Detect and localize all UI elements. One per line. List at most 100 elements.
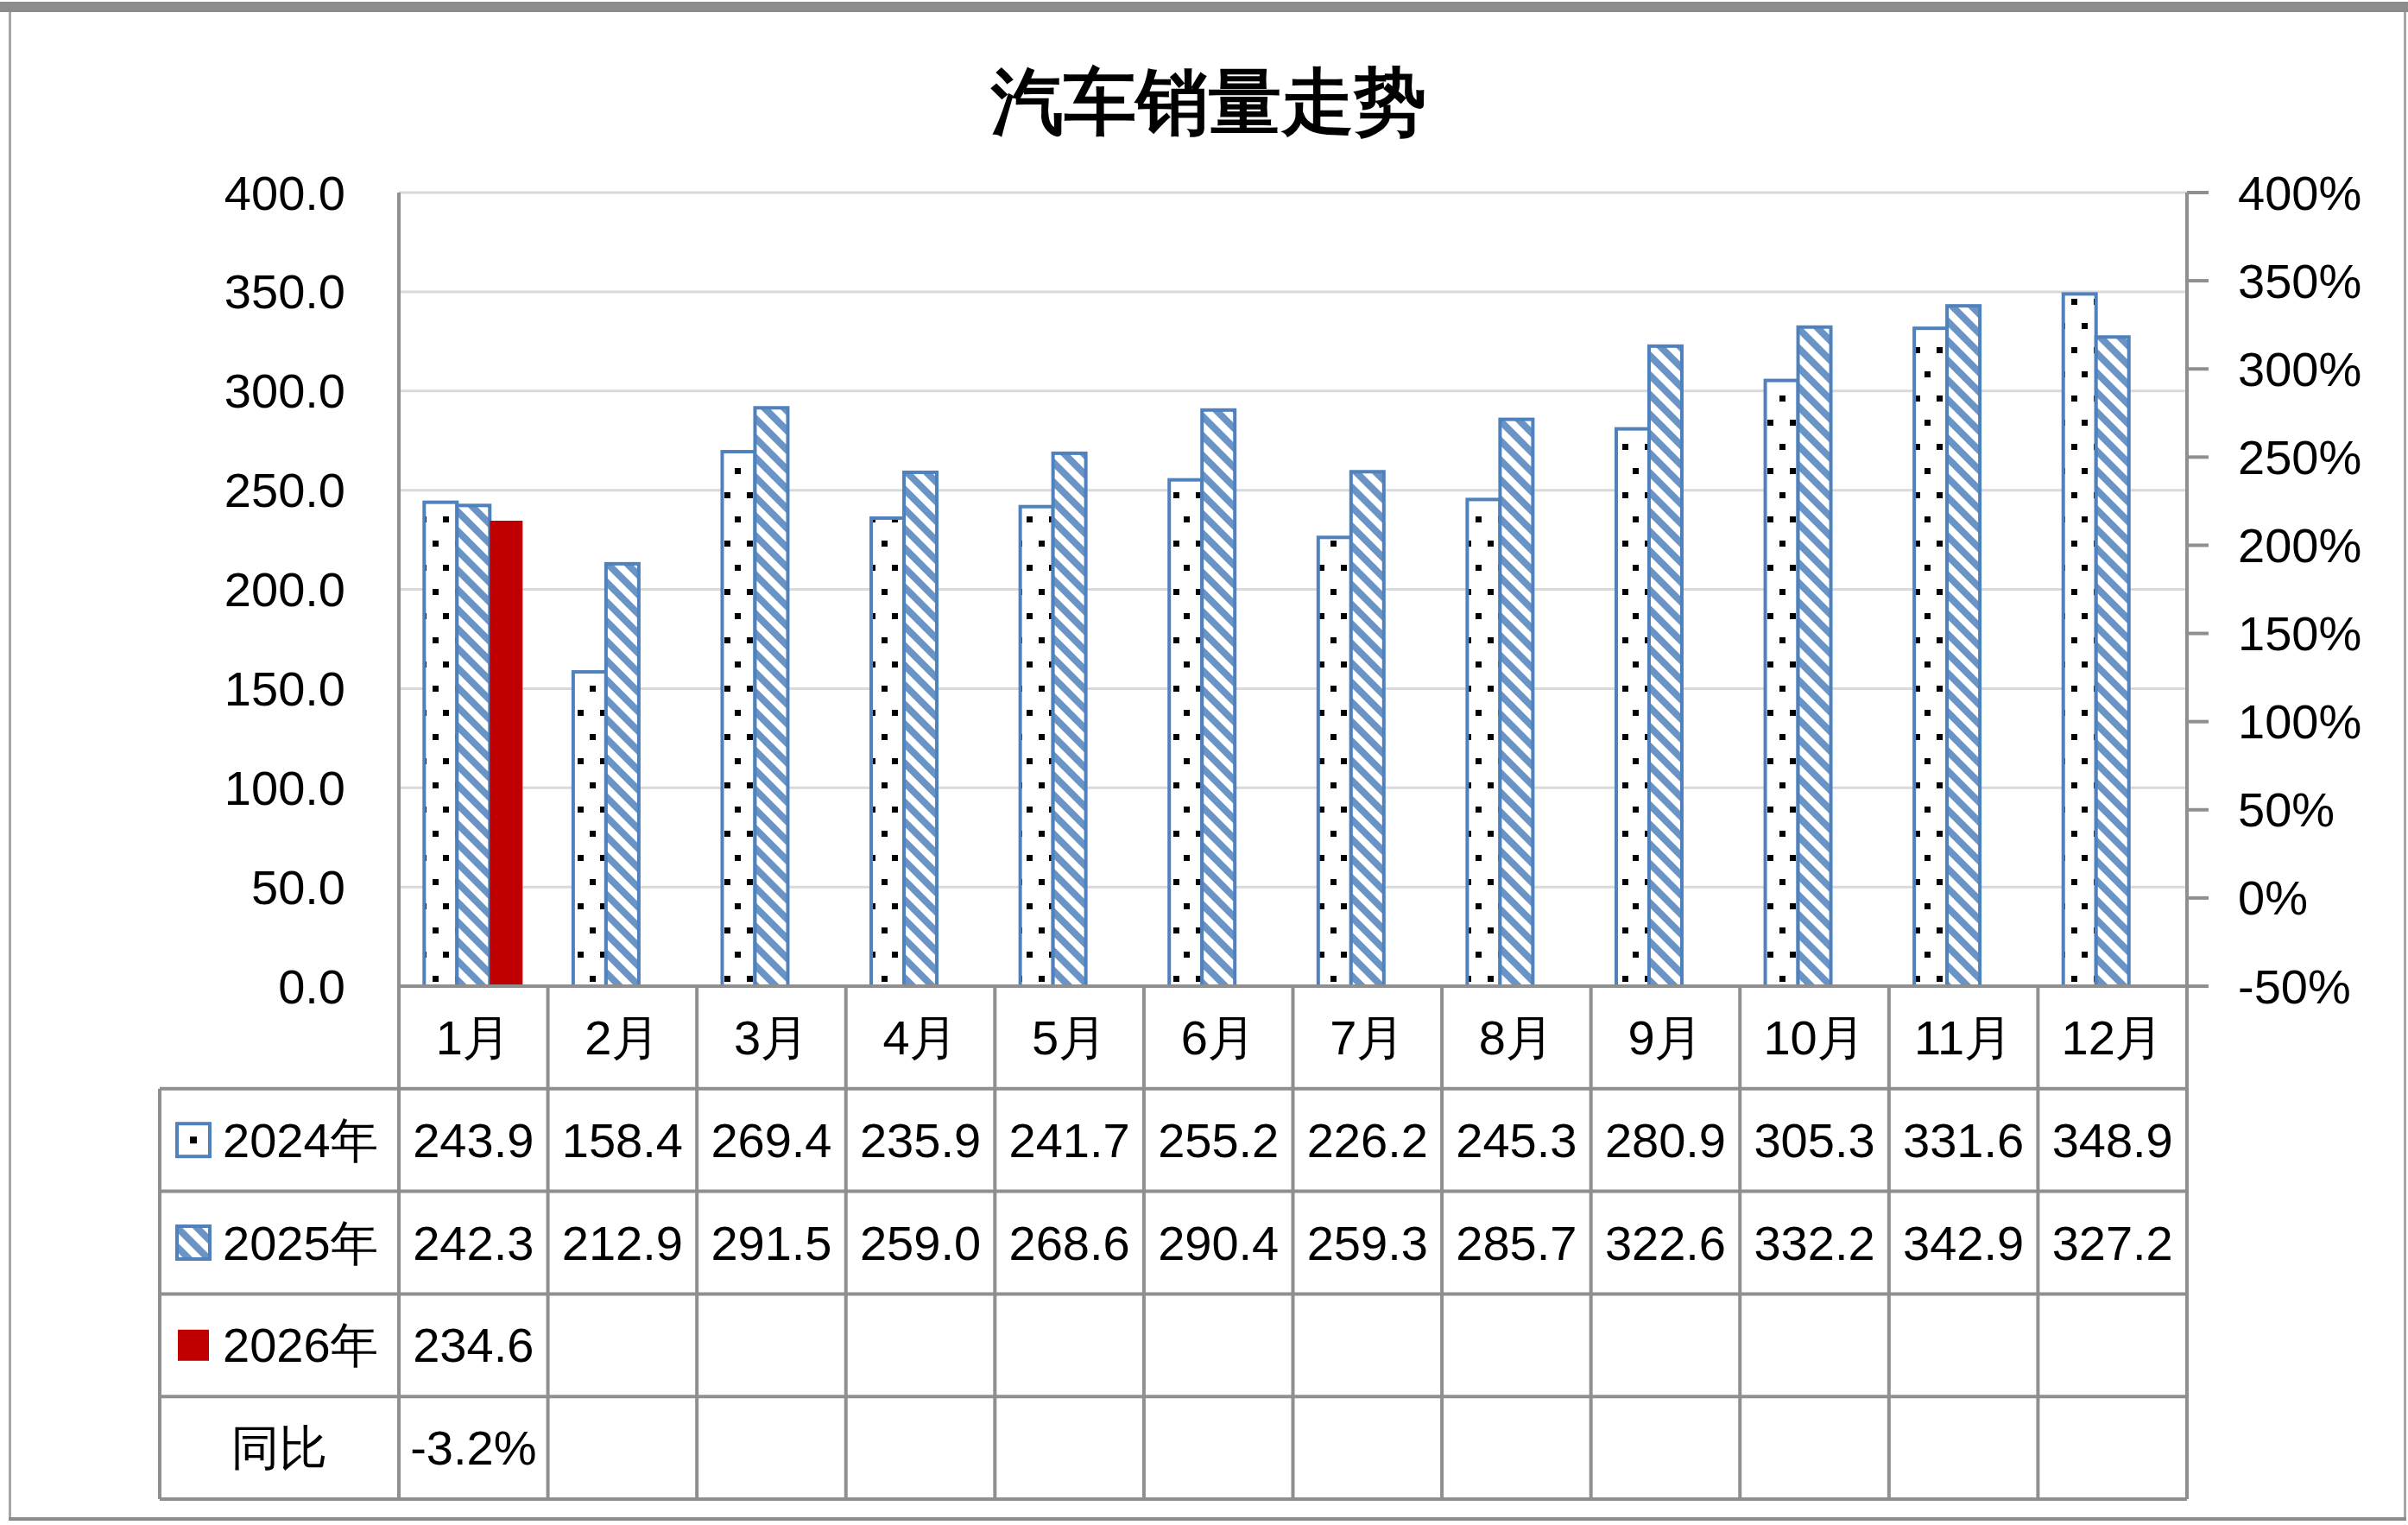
chart-window: 汽车销量走势 400.0 350.0 300.0 250.0 200.0 150.0 100… <box>0 0 2408 1525</box>
bar-2025年-9月 <box>1649 346 1682 986</box>
bar-2025年-7月 <box>1351 471 1384 986</box>
table-cell-value: 342.9 <box>1903 1216 2024 1270</box>
bar-2024年-11月 <box>1914 328 1947 986</box>
table-cell-value: 269.4 <box>711 1113 831 1167</box>
data-table: 1月 2月 3月 4月 5月 6月 7月 8月 9月 10月 11月 12月 2024年 243.9 158… <box>160 986 2187 1499</box>
month-label: 10月 <box>1763 1010 1865 1065</box>
legend-key-2026年 <box>178 1330 209 1361</box>
frame-border-bottom <box>9 1517 2406 1521</box>
legend-key-dot <box>190 1136 197 1143</box>
bar-2026年-1月 <box>490 521 522 986</box>
table-cell-value: 348.9 <box>2052 1113 2173 1167</box>
table-cell-value: 290.4 <box>1158 1216 1279 1270</box>
table-cell-value: 158.4 <box>562 1113 683 1167</box>
right-axis-tick-label: 400% <box>2238 166 2361 220</box>
month-label: 9月 <box>1627 1010 1703 1065</box>
table-cell-value: 331.6 <box>1903 1113 2024 1167</box>
bar-2025年-1月 <box>457 505 490 986</box>
bar-2024年-8月 <box>1467 499 1500 986</box>
bar-2025年-3月 <box>755 408 787 986</box>
bar-2024年-5月 <box>1021 507 1053 986</box>
extra-row-label: 同比 <box>231 1421 328 1475</box>
right-axis-tick-label: 200% <box>2238 518 2361 573</box>
right-axis-tick-label: 50% <box>2238 782 2335 837</box>
bar-2024年-3月 <box>722 452 755 986</box>
right-axis-tick-label: 300% <box>2238 342 2361 396</box>
left-axis-tick-label: 100.0 <box>224 761 345 815</box>
bar-2024年-6月 <box>1169 480 1202 986</box>
right-axis-labels: 400% 350% 300% 250% 200% 150% 100% 50% 0% -50% <box>2238 166 2361 1014</box>
bar-2024年-10月 <box>1766 381 1798 986</box>
month-label: 11月 <box>1914 1010 2013 1065</box>
bar-2025年-5月 <box>1053 453 1086 986</box>
table-cell-value: 243.9 <box>413 1113 534 1167</box>
table-cell-value: 245.3 <box>1456 1113 1577 1167</box>
series-row-label: 2024年 <box>223 1113 379 1167</box>
left-axis-tick-label: 150.0 <box>224 661 345 716</box>
table-cell-value: 255.2 <box>1158 1113 1279 1167</box>
bar-2024年-7月 <box>1318 537 1351 986</box>
right-axis-tick-label: 150% <box>2238 606 2361 661</box>
bar-2025年-8月 <box>1500 420 1533 986</box>
month-label: 8月 <box>1479 1010 1554 1065</box>
right-axis-tick-label: 350% <box>2238 254 2361 308</box>
table-cell-value: 235.9 <box>860 1113 981 1167</box>
month-label: 5月 <box>1032 1010 1107 1065</box>
chart-title: 汽车销量走势 <box>990 61 1426 142</box>
month-label: 1月 <box>436 1010 511 1065</box>
bar-2025年-4月 <box>904 472 937 986</box>
month-label: 12月 <box>2062 1010 2164 1065</box>
table-cell-value: -3.2% <box>410 1421 536 1475</box>
right-axis-tick-label: -50% <box>2238 959 2351 1014</box>
sales-trend-chart-figure: 汽车销量走势 400.0 350.0 300.0 250.0 200.0 150.0 100… <box>0 0 2408 1525</box>
bar-2025年-12月 <box>2096 337 2129 986</box>
table-cell-value: 212.9 <box>562 1216 683 1270</box>
month-label: 7月 <box>1330 1010 1405 1065</box>
table-cell-value: 332.2 <box>1754 1216 1874 1270</box>
table-cell-value: 285.7 <box>1456 1216 1577 1270</box>
table-cell-value: 268.6 <box>1009 1216 1130 1270</box>
table-cell-value: 242.3 <box>413 1216 534 1270</box>
bar-2025年-10月 <box>1798 327 1831 986</box>
bar-2025年-6月 <box>1202 410 1235 986</box>
table-cell-value: 234.6 <box>413 1318 534 1372</box>
table-cell-value: 305.3 <box>1754 1113 1874 1167</box>
left-axis-tick-label: 0.0 <box>278 959 345 1014</box>
frame-border-right <box>2404 12 2406 1518</box>
bar-2024年-1月 <box>424 503 457 986</box>
month-label: 6月 <box>1181 1010 1256 1065</box>
left-axis-tick-label: 300.0 <box>224 364 345 418</box>
left-axis-tick-label: 250.0 <box>224 463 345 517</box>
bar-2024年-4月 <box>871 518 904 986</box>
table-cell-value: 259.3 <box>1307 1216 1428 1270</box>
right-axis-tick-label: 100% <box>2238 694 2361 749</box>
table-cell-value: 280.9 <box>1605 1113 1726 1167</box>
month-label: 4月 <box>882 1010 958 1065</box>
bar-2024年-2月 <box>573 672 606 986</box>
month-label: 3月 <box>734 1010 809 1065</box>
bar-2025年-2月 <box>606 564 639 986</box>
series-row-label: 2026年 <box>223 1318 379 1372</box>
left-axis-tick-label: 350.0 <box>224 264 345 319</box>
right-axis-tick-label: 250% <box>2238 430 2361 484</box>
month-label: 2月 <box>585 1010 660 1065</box>
bar-2024年-12月 <box>2064 294 2096 986</box>
bar-2024年-9月 <box>1616 429 1649 986</box>
right-axis-tick-label: 0% <box>2238 870 2308 925</box>
left-axis-tick-label: 50.0 <box>251 860 345 914</box>
legend-key-2025年 <box>177 1226 210 1259</box>
bar-2025年-11月 <box>1947 306 1980 986</box>
bars <box>424 294 2128 986</box>
left-axis-tick-label: 400.0 <box>224 166 345 220</box>
frame-border-left <box>9 12 11 1518</box>
table-cell-value: 226.2 <box>1307 1113 1428 1167</box>
left-axis-tick-label: 200.0 <box>224 562 345 617</box>
series-row-label: 2025年 <box>223 1216 379 1270</box>
table-cell-value: 322.6 <box>1605 1216 1726 1270</box>
table-cell-value: 327.2 <box>2052 1216 2173 1270</box>
table-cell-value: 291.5 <box>711 1216 831 1270</box>
left-axis-labels: 400.0 350.0 300.0 250.0 200.0 150.0 100.0 50.0 0… <box>224 166 345 1014</box>
table-cell-value: 241.7 <box>1009 1113 1130 1167</box>
table-cell-value: 259.0 <box>860 1216 981 1270</box>
frame-border-top <box>0 2 2408 12</box>
